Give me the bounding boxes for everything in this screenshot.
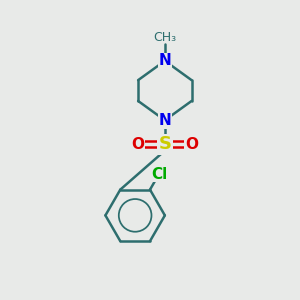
Text: O: O — [185, 136, 198, 152]
Text: S: S — [158, 135, 171, 153]
Text: N: N — [158, 53, 171, 68]
Text: N: N — [158, 113, 171, 128]
Text: CH₃: CH₃ — [153, 31, 176, 44]
Text: Cl: Cl — [152, 167, 168, 182]
Text: O: O — [132, 136, 145, 152]
